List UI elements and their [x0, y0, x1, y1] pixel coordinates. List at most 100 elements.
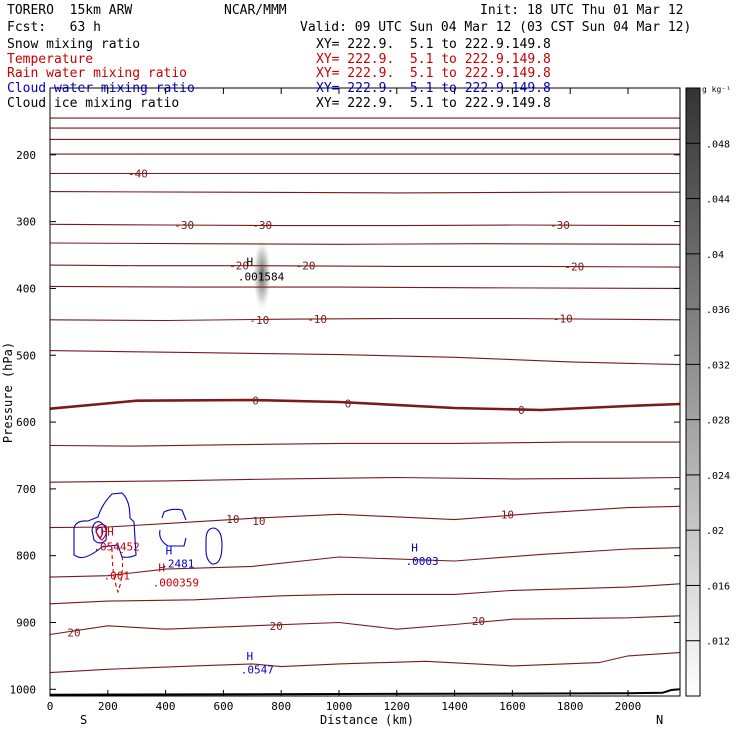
cloud-ice-shading — [253, 239, 271, 311]
x-tick-label-6: 1200 — [384, 700, 411, 713]
field-xy-temperature: XY= 222.9. 5.1 to 222.9.149.8 — [316, 52, 551, 67]
y-tick-label-2: 400 — [16, 282, 36, 295]
contour-label-24: H — [158, 562, 165, 575]
plot-frame — [49, 87, 681, 697]
x-tick-label-4: 800 — [271, 700, 291, 713]
contour-label-3: -30 — [550, 219, 570, 232]
x-tick-label-9: 1800 — [557, 700, 584, 713]
colorbar-tick-label-8: .044 — [706, 195, 730, 206]
valid-time: Valid: 09 UTC Sun 04 Mar 12 (03 CST Sun … — [300, 20, 692, 35]
x-tick-label-8: 1600 — [499, 700, 526, 713]
x-tick-label-3: 600 — [213, 700, 233, 713]
contour-label-16: 20 — [67, 627, 80, 640]
contour-label-12: 0 — [518, 404, 525, 417]
field-name-temperature: Temperature — [7, 52, 94, 67]
isotherm-19 — [49, 652, 681, 674]
contour-label-30: H — [247, 650, 254, 663]
contour-label-21: HH — [101, 526, 114, 539]
contour-label-31: .0547 — [241, 663, 274, 676]
contour-label-18: 20 — [472, 615, 485, 628]
rain-contour-dashed — [111, 547, 124, 594]
y-tick-label-1: 300 — [16, 216, 36, 229]
cloud-water-contour-3 — [95, 526, 104, 539]
field-name-snow: Snow mixing ratio — [7, 37, 141, 52]
contour-label-5: -20 — [296, 260, 316, 273]
contour-label-1: -30 — [174, 219, 194, 232]
x-end-label-north: N — [656, 713, 664, 727]
contour-label-13: 10 — [226, 513, 239, 526]
x-axis-title: Distance (km) — [320, 713, 414, 727]
center-name: NCAR/MMM — [224, 3, 287, 18]
colorbar-unit: g kg⁻¹ — [702, 85, 731, 94]
rain-contour-inner — [95, 523, 108, 541]
y-tick-label-8: 1000 — [10, 683, 37, 696]
contour-label-28: H — [411, 542, 418, 555]
contour-label-22: .054452 — [93, 540, 139, 553]
cloud-water-contours — [73, 492, 223, 565]
isotherm-9 — [49, 285, 681, 289]
ground-surface-line — [49, 688, 681, 696]
field-xy-rain: XY= 222.9. 5.1 to 222.9.149.8 — [316, 66, 551, 81]
isotherm-13 — [49, 441, 680, 447]
isotherm-15 — [49, 505, 681, 529]
model-name: TORERO 15km ARW — [7, 3, 133, 18]
x-tick-label-10: 2000 — [615, 700, 642, 713]
colorbar-tick-label-0: .012 — [706, 637, 730, 648]
rain-water-contours — [95, 523, 124, 594]
field-name-cloud-ice: Cloud ice mixing ratio — [7, 96, 180, 111]
y-tick-label-7: 900 — [16, 617, 36, 630]
contour-label-14: 10 — [252, 515, 265, 528]
contour-label-8: -10 — [307, 313, 327, 326]
cloud-water-contour-6 — [205, 527, 223, 565]
colorbar-tick-label-5: .032 — [706, 360, 730, 371]
contour-label-25: .000359 — [153, 576, 199, 589]
field-name-rain: Rain water mixing ratio — [7, 66, 188, 81]
contour-label-26: H — [166, 544, 173, 557]
isotherm-14 — [49, 476, 681, 483]
isotherm-18 — [49, 615, 681, 636]
field-xy-snow: XY= 222.9. 5.1 to 222.9.149.8 — [316, 37, 551, 52]
init-time: Init: 18 UTC Thu 01 Mar 12 — [480, 3, 684, 18]
cloud-water-contour-5 — [159, 529, 187, 547]
contour-label-20: .001584 — [238, 270, 285, 283]
isotherm-8 — [49, 264, 681, 268]
y-tick-label-0: 200 — [16, 149, 36, 162]
contour-label-23: .001 — [103, 570, 130, 583]
colorbar-tick-label-4: .028 — [706, 416, 730, 427]
colorbar: .012 .016 .02 .024 .028 .032 .036 .04 .044 .048 g … — [685, 85, 731, 697]
contour-label-6: -20 — [564, 260, 584, 273]
isotherm-7 — [49, 242, 681, 245]
x-end-label-south: S — [80, 713, 88, 727]
colorbar-tick-label-9: .048 — [706, 139, 730, 150]
contour-label-11: 0 — [345, 397, 352, 410]
isotherm-16 — [49, 547, 681, 578]
contour-label-7: -10 — [249, 314, 269, 327]
contour-labels: -40 -30 -30 -30 -20 -20 -20 -10 -10 -10 0 0 0 10 10 10 2… — [67, 168, 584, 677]
colorbar-tick-label-2: .02 — [706, 526, 724, 537]
isotherm-12 — [49, 398, 681, 412]
contour-label-4: -20 — [229, 260, 249, 273]
colorbar-tick-label-7: .04 — [706, 250, 724, 261]
contour-label-0: -40 — [128, 168, 148, 181]
x-tick-label-5: 1000 — [326, 700, 353, 713]
cloud-water-contour-1 — [73, 492, 137, 559]
contour-label-10: 0 — [252, 395, 259, 408]
colorbar-tick-label-6: .036 — [706, 305, 730, 316]
isotherm-10 — [49, 317, 681, 322]
contour-label-19: H — [247, 256, 254, 269]
colorbar-tick-label-3: .024 — [706, 471, 730, 482]
axes: 0 200 400 600 800 1000 1200 1400 1600 1800 2000200… — [10, 88, 680, 713]
x-tick-label-2: 400 — [156, 700, 176, 713]
cloud-water-contour-4 — [161, 508, 187, 521]
y-tick-label-4: 600 — [16, 416, 36, 429]
x-tick-label-1: 200 — [98, 700, 118, 713]
isotherm-17 — [49, 583, 681, 605]
x-tick-label-7: 1400 — [441, 700, 468, 713]
cloud-water-contour-2 — [91, 521, 107, 544]
isotherms — [49, 117, 681, 674]
contour-label-17: 20 — [270, 620, 283, 633]
isotherm-11 — [49, 350, 681, 366]
isotherm-6 — [49, 223, 681, 227]
contour-label-9: -10 — [553, 313, 573, 326]
